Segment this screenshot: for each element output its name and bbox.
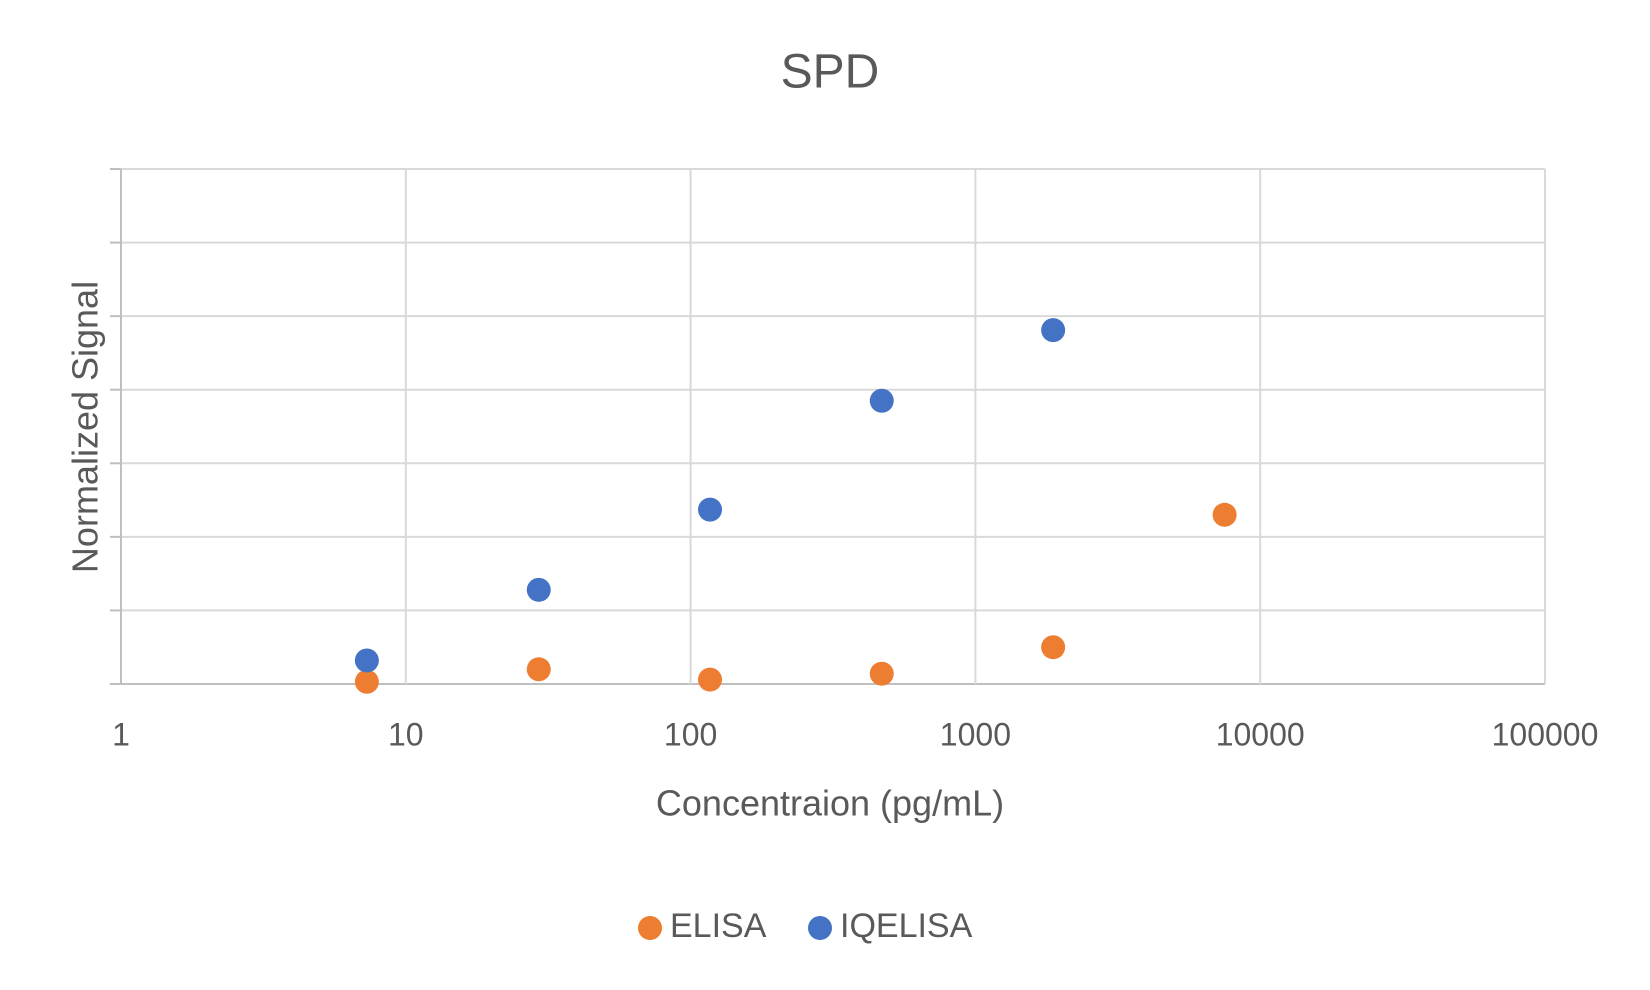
x-tick-label: 1 bbox=[112, 716, 130, 752]
y-axis-label: Normalized Signal bbox=[65, 281, 106, 573]
point bbox=[526, 577, 551, 602]
point bbox=[526, 657, 551, 682]
point bbox=[1212, 502, 1237, 527]
chart-title: SPD bbox=[781, 46, 880, 99]
point bbox=[698, 497, 723, 522]
x-tick-label: 10000 bbox=[1216, 716, 1305, 752]
legend-label: ELISA bbox=[670, 907, 767, 945]
x-tick-label: 10 bbox=[388, 716, 424, 752]
point bbox=[1041, 318, 1066, 343]
point bbox=[869, 661, 894, 686]
legend-label: IQELISA bbox=[840, 907, 973, 945]
point bbox=[1041, 635, 1066, 660]
point bbox=[354, 648, 379, 673]
x-tick-label: 1000 bbox=[940, 716, 1011, 752]
legend-marker bbox=[638, 916, 662, 940]
x-axis-label: Concentraion (pg/mL) bbox=[656, 783, 1004, 824]
legend-marker bbox=[808, 916, 832, 940]
x-tick-label: 100000 bbox=[1492, 716, 1599, 752]
point bbox=[354, 669, 379, 694]
point bbox=[698, 667, 723, 692]
point bbox=[869, 388, 894, 413]
x-tick-label: 100 bbox=[664, 716, 717, 752]
